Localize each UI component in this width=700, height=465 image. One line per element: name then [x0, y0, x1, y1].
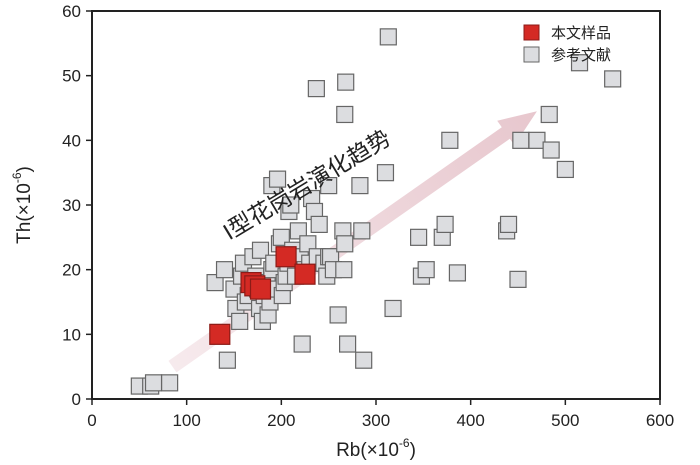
- y-tick-label: 40: [62, 131, 81, 150]
- literature-point: [307, 79, 325, 98]
- literature-point: [335, 261, 353, 279]
- y-tick-label: 0: [72, 390, 81, 409]
- literature-point: [542, 141, 560, 159]
- literature-point: [339, 335, 357, 353]
- this-study-point: [275, 246, 297, 268]
- x-tick-label: 600: [646, 411, 674, 430]
- literature-point: [604, 70, 622, 88]
- literature-point: [436, 215, 454, 233]
- literature-point: [289, 222, 307, 240]
- literature-point: [161, 374, 179, 392]
- this-study-point: [294, 263, 316, 285]
- literature-point: [268, 170, 287, 188]
- y-axis-title: Th(×10-6): [10, 166, 35, 244]
- literature-point: [215, 261, 234, 279]
- literature-point: [320, 177, 338, 195]
- y-axis-title-close: ): [14, 166, 35, 172]
- literature-point: [272, 228, 290, 246]
- literature-point: [410, 228, 428, 246]
- legend: 本文样品 参考文献: [523, 24, 611, 64]
- x-axis-title-close: ): [410, 440, 416, 461]
- literature-point: [448, 264, 467, 282]
- literature-point: [206, 274, 224, 292]
- literature-point: [417, 261, 435, 279]
- legend-label-this-study: 本文样品: [551, 25, 611, 42]
- this-study-point: [209, 323, 231, 345]
- y-axis-title-exponent: -6: [10, 172, 24, 183]
- literature-point: [299, 235, 317, 253]
- x-axis-title-main: Rb(×10: [336, 440, 399, 461]
- y-tick-label: 30: [62, 196, 81, 215]
- legend-swatch-literature: [523, 46, 540, 63]
- y-tick-label: 20: [62, 261, 81, 280]
- literature-point: [337, 73, 355, 91]
- literature-point: [336, 235, 354, 253]
- x-tick-label: 0: [87, 411, 96, 430]
- literature-point: [528, 131, 546, 149]
- literature-point: [329, 306, 347, 324]
- literature-point: [540, 105, 558, 124]
- literature-point: [509, 270, 527, 288]
- literature-point: [282, 196, 300, 214]
- literature-point: [499, 215, 518, 233]
- x-tick-label: 400: [456, 411, 484, 430]
- literature-point: [144, 374, 163, 392]
- literature-point: [512, 131, 530, 149]
- y-tick-label: 60: [62, 2, 81, 21]
- legend-swatch-this-study: [523, 24, 540, 41]
- axis-tick-labels: 0 100 200 300 400 500 600 0 10 20 30 40 50 60: [62, 2, 674, 430]
- x-axis-title: Rb(×10-6): [336, 436, 416, 461]
- literature-point: [379, 28, 397, 46]
- y-tick-label: 10: [62, 325, 81, 344]
- literature-point: [231, 312, 249, 330]
- literature-point: [556, 160, 574, 179]
- literature-point: [218, 351, 236, 369]
- literature-point: [376, 164, 395, 182]
- legend-label-literature: 参考文献: [551, 47, 611, 64]
- x-tick-label: 300: [362, 411, 390, 430]
- literature-point: [570, 54, 589, 72]
- literature-point: [353, 222, 371, 240]
- this-study-point: [249, 278, 272, 300]
- x-tick-label: 100: [172, 411, 200, 430]
- literature-point: [441, 131, 459, 149]
- y-tick-label: 50: [62, 67, 81, 86]
- y-axis-title-main: Th(×10: [14, 183, 35, 244]
- literature-point: [336, 105, 354, 124]
- literature-point: [251, 241, 270, 259]
- literature-point: [310, 215, 328, 233]
- x-axis-title-exponent: -6: [399, 436, 410, 450]
- x-tick-label: 200: [267, 411, 295, 430]
- this-study-series: [209, 246, 316, 345]
- literature-point: [293, 335, 311, 353]
- literature-point: [355, 351, 373, 369]
- x-tick-label: 500: [551, 411, 579, 430]
- axis-ticks: [86, 10, 661, 405]
- literature-point: [384, 299, 402, 318]
- literature-point: [351, 177, 369, 195]
